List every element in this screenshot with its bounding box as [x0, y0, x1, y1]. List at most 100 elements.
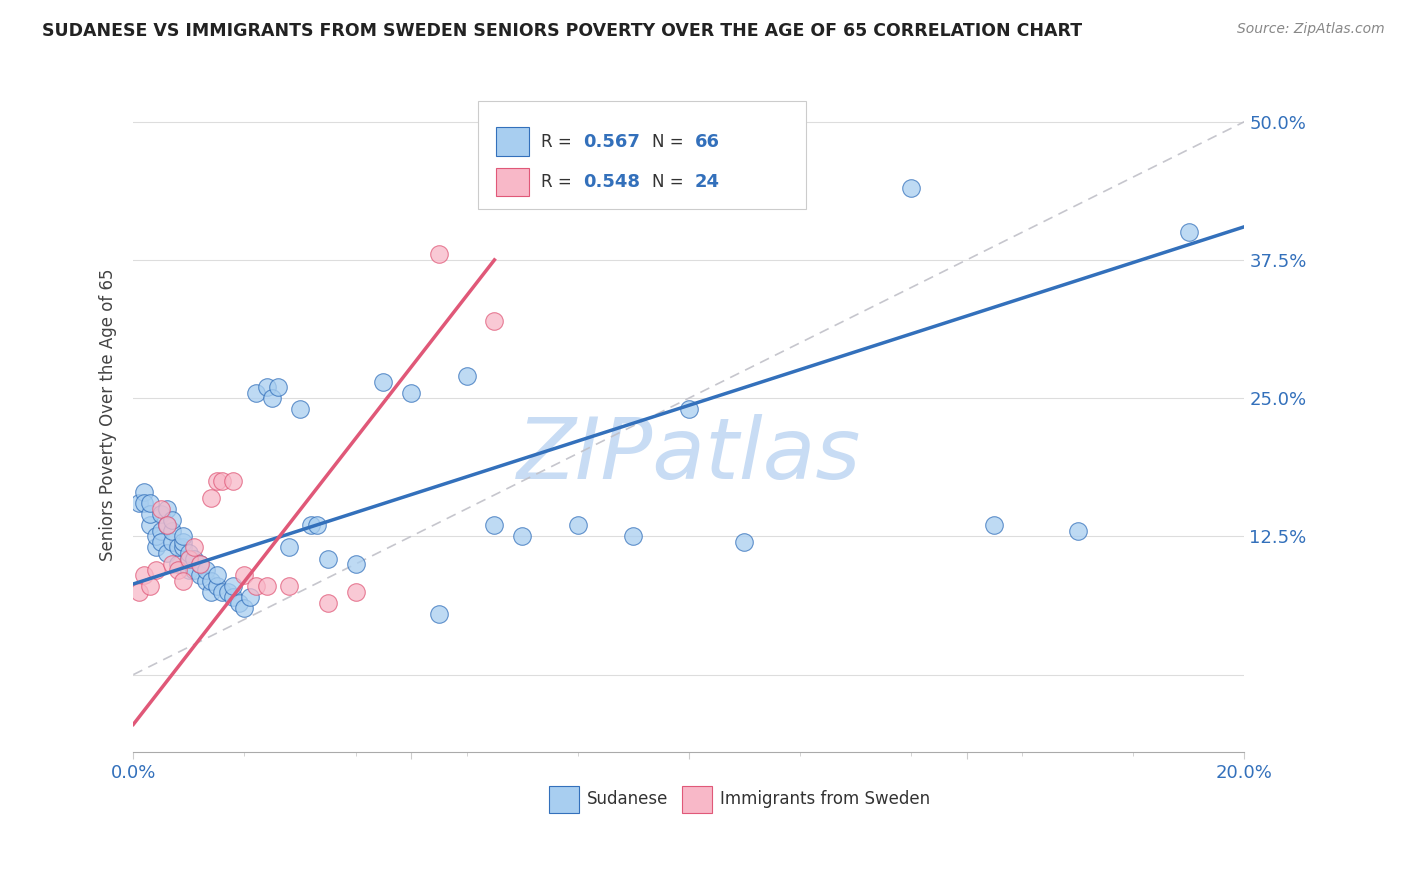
Point — [983, 518, 1005, 533]
Text: Sudanese: Sudanese — [586, 790, 668, 808]
Point — [277, 579, 299, 593]
Point — [139, 579, 162, 593]
FancyBboxPatch shape — [682, 787, 713, 814]
Point — [222, 579, 245, 593]
Point — [160, 524, 183, 538]
FancyBboxPatch shape — [548, 787, 579, 814]
Point — [156, 546, 179, 560]
Point — [344, 557, 367, 571]
Point — [1178, 225, 1201, 239]
Point — [211, 474, 233, 488]
Point — [139, 508, 162, 522]
Point — [316, 551, 339, 566]
Point — [200, 584, 222, 599]
Point — [211, 584, 233, 599]
Point — [222, 474, 245, 488]
Point — [145, 529, 167, 543]
Point — [183, 563, 205, 577]
Point — [150, 535, 173, 549]
Point — [245, 385, 267, 400]
Point — [156, 518, 179, 533]
Point — [156, 501, 179, 516]
Point — [621, 529, 644, 543]
Point — [305, 518, 328, 533]
Point — [128, 584, 150, 599]
Point — [567, 518, 589, 533]
Text: Immigrants from Sweden: Immigrants from Sweden — [720, 790, 931, 808]
Text: 66: 66 — [695, 133, 720, 151]
Point — [194, 574, 217, 588]
Point — [172, 541, 194, 555]
Point — [183, 551, 205, 566]
Point — [150, 508, 173, 522]
Point — [288, 402, 311, 417]
Point — [256, 579, 278, 593]
Point — [733, 535, 755, 549]
Point — [316, 596, 339, 610]
Point — [456, 369, 478, 384]
Point — [188, 568, 211, 582]
Text: SUDANESE VS IMMIGRANTS FROM SWEDEN SENIORS POVERTY OVER THE AGE OF 65 CORRELATIO: SUDANESE VS IMMIGRANTS FROM SWEDEN SENIO… — [42, 22, 1083, 40]
Point — [427, 607, 450, 621]
Point — [166, 557, 188, 571]
Point — [484, 518, 506, 533]
Point — [1067, 524, 1090, 538]
Point — [160, 535, 183, 549]
Point — [900, 181, 922, 195]
Point — [166, 563, 188, 577]
Point — [262, 391, 284, 405]
Point — [156, 518, 179, 533]
Point — [205, 579, 228, 593]
Point — [239, 591, 262, 605]
Text: 0.548: 0.548 — [583, 173, 640, 191]
Point — [188, 557, 211, 571]
Point — [217, 584, 239, 599]
Text: R =: R = — [541, 133, 576, 151]
Point — [267, 380, 290, 394]
Point — [194, 563, 217, 577]
Point — [172, 574, 194, 588]
Point — [228, 596, 250, 610]
Point — [399, 385, 422, 400]
Point — [344, 584, 367, 599]
FancyBboxPatch shape — [478, 101, 806, 209]
Point — [145, 541, 167, 555]
Point — [150, 524, 173, 538]
Text: N =: N = — [652, 173, 689, 191]
Point — [177, 551, 200, 566]
Point — [427, 247, 450, 261]
FancyBboxPatch shape — [495, 128, 529, 156]
Point — [177, 551, 200, 566]
Point — [177, 546, 200, 560]
Text: R =: R = — [541, 173, 576, 191]
Text: ZIPatlas: ZIPatlas — [517, 414, 860, 497]
Point — [222, 591, 245, 605]
Point — [256, 380, 278, 394]
Point — [160, 557, 183, 571]
Point — [277, 541, 299, 555]
Point — [299, 518, 322, 533]
Point — [484, 314, 506, 328]
Text: Source: ZipAtlas.com: Source: ZipAtlas.com — [1237, 22, 1385, 37]
Point — [145, 563, 167, 577]
Point — [200, 574, 222, 588]
Point — [172, 529, 194, 543]
Point — [183, 541, 205, 555]
Point — [205, 568, 228, 582]
Text: N =: N = — [652, 133, 689, 151]
Point — [233, 568, 256, 582]
Y-axis label: Seniors Poverty Over the Age of 65: Seniors Poverty Over the Age of 65 — [100, 268, 117, 561]
Point — [233, 601, 256, 615]
Point — [172, 535, 194, 549]
Point — [128, 496, 150, 510]
Text: 0.567: 0.567 — [583, 133, 640, 151]
Point — [678, 402, 700, 417]
Point — [177, 563, 200, 577]
Point — [245, 579, 267, 593]
Point — [510, 529, 533, 543]
Point — [139, 518, 162, 533]
Point — [160, 513, 183, 527]
FancyBboxPatch shape — [495, 168, 529, 196]
Point — [373, 375, 395, 389]
Point — [139, 496, 162, 510]
